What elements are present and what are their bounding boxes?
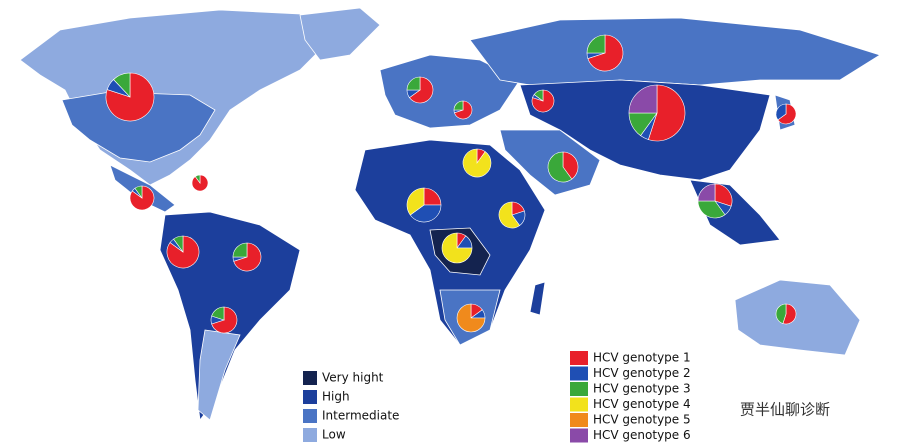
legend-swatch <box>570 382 588 396</box>
legend-label: HCV genotype 5 <box>593 413 691 427</box>
greenland <box>299 7 381 61</box>
pie-slice <box>775 303 787 324</box>
legend-swatch <box>570 351 588 365</box>
pie-slice <box>233 242 262 272</box>
pie-slice <box>173 235 184 253</box>
pie-slice <box>562 151 579 180</box>
pie-slice <box>105 72 155 122</box>
russia <box>469 17 881 91</box>
legend-swatch <box>303 428 317 442</box>
pie-slice <box>587 34 624 72</box>
europe <box>379 54 521 129</box>
south-america-south <box>197 329 241 421</box>
legend-label: Low <box>322 428 346 442</box>
pie-slice <box>533 89 544 102</box>
legend-swatch <box>303 390 317 404</box>
legend-label: HCV genotype 4 <box>593 397 691 411</box>
pie-slice <box>456 303 486 333</box>
pie-slice <box>194 174 201 184</box>
pie-slice <box>409 204 442 223</box>
legend-label: Very hight <box>322 371 384 385</box>
pie-slice <box>232 242 248 258</box>
madagascar <box>529 281 546 316</box>
pie-slice <box>586 34 606 54</box>
pie-slice <box>134 185 143 199</box>
pie-markers <box>105 34 797 334</box>
legend-label: Intermediate <box>322 409 399 423</box>
pie-slice <box>211 306 225 321</box>
legend-swatch <box>303 409 317 423</box>
pie-slice <box>647 84 686 142</box>
pie-slice <box>406 187 425 216</box>
legend-swatch <box>570 397 588 412</box>
usa <box>61 91 216 163</box>
pie-slice <box>113 72 131 98</box>
legend-label: HCV genotype 2 <box>593 366 691 380</box>
pie-slice <box>441 232 473 264</box>
pie-slice <box>697 200 726 219</box>
legend-swatch <box>570 366 588 381</box>
pie-slice <box>777 103 797 125</box>
legend-swatch <box>570 428 588 443</box>
pie-slice <box>498 201 521 229</box>
pie-slice <box>409 76 434 104</box>
legend-swatch <box>303 371 317 385</box>
pie-slice <box>406 76 421 91</box>
watermark: 贾半仙聊诊断 <box>740 401 830 419</box>
legend-label: HCV genotype 6 <box>593 428 691 442</box>
pie-slice <box>453 100 464 111</box>
pie-slice <box>462 148 492 178</box>
pie-slice <box>547 151 573 183</box>
legend-label: HCV genotype 1 <box>593 351 691 365</box>
legend-label: HCV genotype 3 <box>593 382 691 396</box>
pie-slice <box>697 183 716 202</box>
pie-slice <box>714 183 733 207</box>
pie-slice <box>775 103 787 121</box>
pie-slice <box>628 84 658 114</box>
legend-label: High <box>322 390 350 404</box>
australia <box>734 279 861 356</box>
continents <box>19 7 881 422</box>
legend-swatch <box>570 413 588 427</box>
prevalence-legend: Very hight High Intermediate Low <box>303 371 399 442</box>
